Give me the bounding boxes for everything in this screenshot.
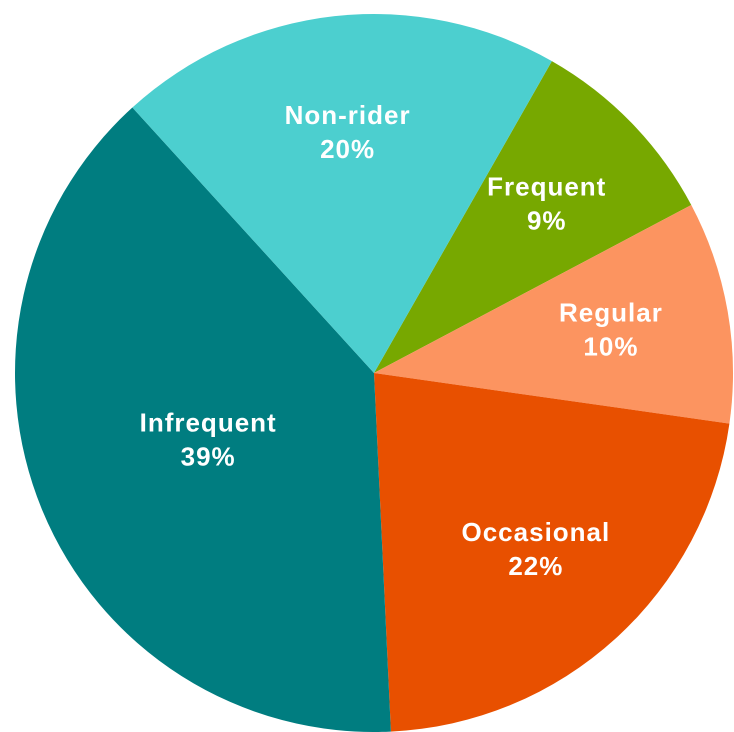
slice-value-label: 10% [583, 332, 638, 362]
slice-value-label: 39% [181, 442, 236, 472]
pie-slice [374, 61, 692, 373]
slice-label: Occasional [462, 517, 611, 547]
slice-label: Regular [559, 298, 663, 328]
pie-slice [132, 13, 552, 374]
pie-slice [15, 107, 391, 732]
slice-label: Frequent [487, 171, 606, 201]
slice-value-label: 22% [508, 551, 563, 581]
pie-slice [374, 205, 733, 424]
pie-slice [374, 373, 730, 732]
slice-value-label: 20% [320, 134, 375, 164]
slice-value-label: 9% [527, 205, 567, 235]
slice-label: Infrequent [140, 408, 277, 438]
slice-label: Non-rider [285, 100, 411, 130]
